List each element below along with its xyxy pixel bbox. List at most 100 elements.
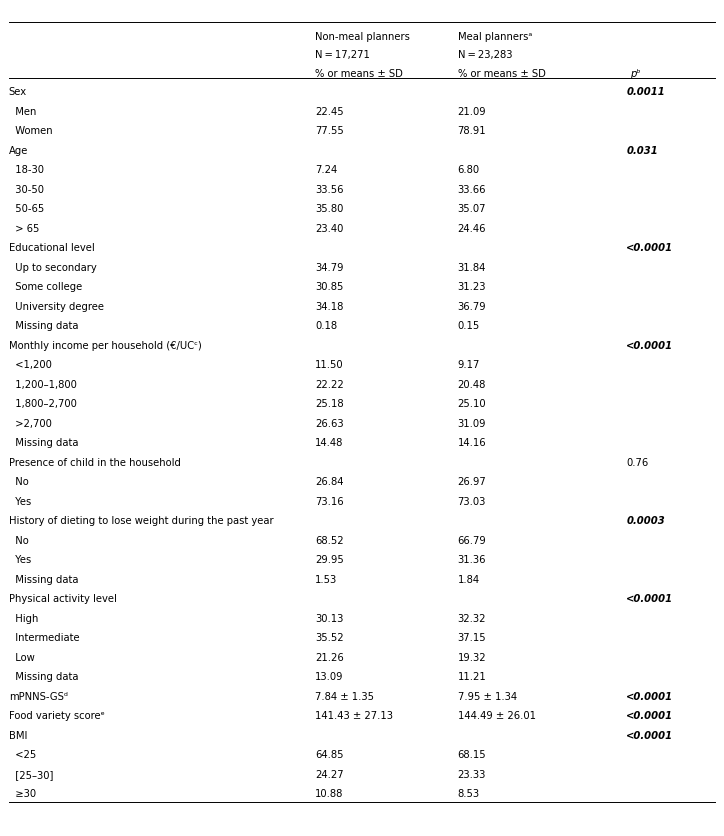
Text: 29.95: 29.95 (315, 554, 344, 564)
Text: >2,700: >2,700 (9, 418, 51, 428)
Text: <0.0001: <0.0001 (626, 594, 673, 604)
Text: 20.48: 20.48 (458, 380, 486, 389)
Text: 22.45: 22.45 (315, 106, 344, 116)
Text: 0.15: 0.15 (458, 321, 480, 331)
Text: Physical activity level: Physical activity level (9, 594, 117, 604)
Text: 9.17: 9.17 (458, 359, 480, 370)
Text: No: No (9, 477, 28, 487)
Text: 6.80: 6.80 (458, 165, 480, 175)
Text: 78.91: 78.91 (458, 126, 487, 136)
Text: 32.32: 32.32 (458, 613, 486, 623)
Text: Intermediate: Intermediate (9, 632, 80, 642)
Text: 31.23: 31.23 (458, 282, 486, 292)
Text: % or means ± SD: % or means ± SD (315, 69, 403, 79)
Text: Non-meal planners: Non-meal planners (315, 32, 410, 42)
Text: Men: Men (9, 106, 36, 116)
Text: 14.16: 14.16 (458, 437, 487, 447)
Text: <0.0001: <0.0001 (626, 711, 673, 721)
Text: <0.0001: <0.0001 (626, 242, 673, 252)
Text: mPNNS-GSᵈ: mPNNS-GSᵈ (9, 691, 67, 701)
Text: Age: Age (9, 145, 28, 155)
Text: 33.66: 33.66 (458, 185, 486, 194)
Text: <0.0001: <0.0001 (626, 340, 673, 350)
Text: Missing data: Missing data (9, 671, 78, 681)
Text: 50-65: 50-65 (9, 204, 44, 214)
Text: Women: Women (9, 126, 52, 136)
Text: 35.52: 35.52 (315, 632, 344, 642)
Text: Educational level: Educational level (9, 242, 94, 252)
Text: 26.84: 26.84 (315, 477, 343, 487)
Text: 77.55: 77.55 (315, 126, 344, 136)
Text: 7.95 ± 1.34: 7.95 ± 1.34 (458, 691, 517, 701)
Text: 31.84: 31.84 (458, 263, 486, 273)
Text: 1.84: 1.84 (458, 573, 480, 584)
Text: 35.80: 35.80 (315, 204, 343, 214)
Text: % or means ± SD: % or means ± SD (458, 69, 545, 79)
Text: 141.43 ± 27.13: 141.43 ± 27.13 (315, 711, 393, 721)
Text: 8.53: 8.53 (458, 788, 480, 798)
Text: 11.50: 11.50 (315, 359, 344, 370)
Text: 37.15: 37.15 (458, 632, 487, 642)
Text: 21.09: 21.09 (458, 106, 487, 116)
Text: N = 23,283: N = 23,283 (458, 50, 512, 60)
Text: 24.27: 24.27 (315, 769, 344, 778)
Text: University degree: University degree (9, 301, 104, 311)
Text: 33.56: 33.56 (315, 185, 343, 194)
Text: <25: <25 (9, 749, 36, 759)
Text: Food variety scoreᵉ: Food variety scoreᵉ (9, 711, 104, 721)
Text: 30.85: 30.85 (315, 282, 343, 292)
Text: 64.85: 64.85 (315, 749, 343, 759)
Text: 34.18: 34.18 (315, 301, 343, 311)
Text: 22.22: 22.22 (315, 380, 344, 389)
Text: Yes: Yes (9, 554, 31, 564)
Text: 73.03: 73.03 (458, 496, 486, 506)
Text: 26.97: 26.97 (458, 477, 487, 487)
Text: Yes: Yes (9, 496, 31, 506)
Text: 34.79: 34.79 (315, 263, 343, 273)
Text: History of dieting to lose weight during the past year: History of dieting to lose weight during… (9, 516, 274, 526)
Text: Some college: Some college (9, 282, 82, 292)
Text: 31.36: 31.36 (458, 554, 486, 564)
Text: 26.63: 26.63 (315, 418, 344, 428)
Text: Missing data: Missing data (9, 573, 78, 584)
Text: 30-50: 30-50 (9, 185, 43, 194)
Text: 14.48: 14.48 (315, 437, 343, 447)
Text: 0.0011: 0.0011 (626, 87, 665, 97)
Text: Up to secondary: Up to secondary (9, 263, 96, 273)
Text: 68.52: 68.52 (315, 535, 344, 545)
Text: <0.0001: <0.0001 (626, 730, 673, 740)
Text: 73.16: 73.16 (315, 496, 344, 506)
Text: 66.79: 66.79 (458, 535, 487, 545)
Text: Missing data: Missing data (9, 321, 78, 331)
Text: 31.09: 31.09 (458, 418, 486, 428)
Text: 19.32: 19.32 (458, 652, 487, 662)
Text: 0.031: 0.031 (626, 145, 658, 155)
Text: > 65: > 65 (9, 223, 39, 233)
Text: High: High (9, 613, 38, 623)
Text: 1,200–1,800: 1,200–1,800 (9, 380, 77, 389)
Text: 0.76: 0.76 (626, 457, 649, 467)
Text: 30.13: 30.13 (315, 613, 343, 623)
Text: Presence of child in the household: Presence of child in the household (9, 457, 180, 467)
Text: No: No (9, 535, 28, 545)
Text: pᵇ: pᵇ (630, 69, 641, 79)
Text: 11.21: 11.21 (458, 671, 487, 681)
Text: 10.88: 10.88 (315, 788, 343, 798)
Text: ≥30: ≥30 (9, 788, 35, 798)
Text: N = 17,271: N = 17,271 (315, 50, 370, 60)
Text: Missing data: Missing data (9, 437, 78, 447)
Text: 68.15: 68.15 (458, 749, 487, 759)
Text: 23.40: 23.40 (315, 223, 343, 233)
Text: Meal plannersᵃ: Meal plannersᵃ (458, 32, 532, 42)
Text: 24.46: 24.46 (458, 223, 486, 233)
Text: Low: Low (9, 652, 35, 662)
Text: 18-30: 18-30 (9, 165, 43, 175)
Text: 35.07: 35.07 (458, 204, 486, 214)
Text: 0.0003: 0.0003 (626, 516, 665, 526)
Text: 7.84 ± 1.35: 7.84 ± 1.35 (315, 691, 374, 701)
Text: 1.53: 1.53 (315, 573, 337, 584)
Text: Sex: Sex (9, 87, 27, 97)
Text: 7.24: 7.24 (315, 165, 337, 175)
Text: 144.49 ± 26.01: 144.49 ± 26.01 (458, 711, 536, 721)
Text: 25.10: 25.10 (458, 399, 487, 409)
